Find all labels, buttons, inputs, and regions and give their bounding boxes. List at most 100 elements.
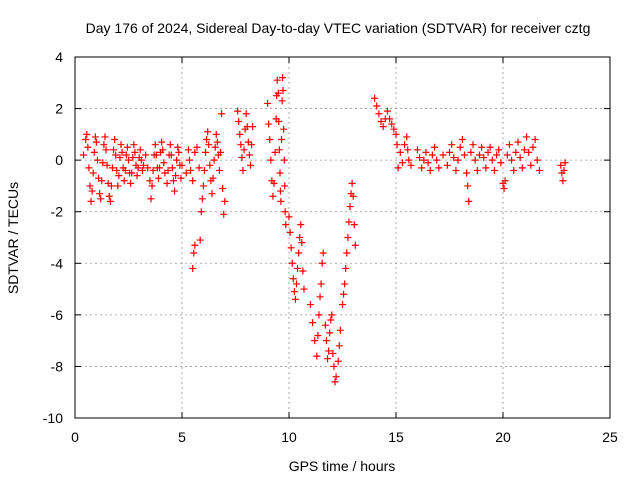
data-point [274,89,282,97]
data-point [96,190,104,198]
data-point [136,146,144,154]
data-point [317,280,325,288]
data-point [115,172,123,180]
data-point [396,148,404,156]
data-point [335,342,343,350]
data-point [280,125,288,133]
data-point [463,169,471,177]
data-point [163,179,171,187]
data-point [220,210,228,218]
data-point [282,221,290,229]
data-point [339,301,346,309]
data-point [413,146,421,154]
data-point [559,177,567,185]
data-point [460,151,468,159]
data-point [190,249,198,257]
data-point [495,146,503,154]
data-point [182,169,190,177]
data-point [171,187,179,195]
data-point [211,143,219,151]
data-point [204,128,212,136]
data-point [264,99,272,107]
data-point [505,141,513,149]
x-tick-label: 25 [602,429,618,445]
data-point [114,182,122,190]
data-point [319,249,327,257]
data-point [315,311,323,319]
data-point [523,133,531,141]
data-point [287,244,295,252]
data-point [92,138,100,146]
data-point [475,151,483,159]
data-point [525,148,533,156]
data-point [108,164,116,172]
data-point [203,136,211,144]
data-point [273,76,281,84]
data-point [341,280,349,288]
data-point [271,148,279,156]
data-point [125,156,132,164]
data-point [469,141,477,149]
data-point [433,156,441,164]
data-point [392,130,400,138]
data-point [174,143,182,151]
data-point [130,141,138,149]
data-point [275,146,283,154]
data-point [464,182,472,190]
data-point [458,136,466,144]
data-point [107,182,115,190]
data-point [189,264,197,272]
data-point [116,154,124,162]
data-point [199,182,207,190]
data-point [560,166,568,174]
data-point [197,208,205,216]
data-point [237,141,245,149]
data-point [452,166,460,174]
data-point [149,166,157,174]
data-point [328,311,336,319]
data-point [279,87,287,95]
data-point [326,329,334,337]
data-point [91,133,99,141]
data-point [418,164,426,172]
data-point [93,156,101,164]
chart-title: Day 176 of 2024, Sidereal Day-to-day VTE… [86,20,591,36]
data-point [152,151,160,159]
data-point [122,151,130,159]
data-point [448,141,456,149]
data-point [144,164,152,172]
data-point [500,185,508,193]
data-point [297,221,305,229]
data-point [280,156,288,164]
data-point [377,117,385,125]
data-point [329,350,337,358]
x-tick-label: 15 [388,429,404,445]
data-point [390,125,398,133]
data-point [235,117,243,125]
data-point [321,321,329,329]
data-point [529,143,537,151]
data-point [456,143,464,151]
data-point [206,161,214,169]
data-point [465,197,473,205]
data-point [121,166,129,174]
data-point [177,174,185,182]
data-point [497,159,505,167]
data-point [403,133,411,141]
data-point [443,161,451,169]
data-point [285,213,293,221]
data-point [327,316,335,324]
data-point [348,179,356,187]
data-point [340,290,348,298]
data-point [393,141,401,149]
data-point [309,319,317,327]
y-tick-label: 4 [55,49,63,65]
data-point [167,151,175,159]
data-point [234,107,242,115]
data-point [276,169,284,177]
data-point [213,138,221,146]
data-point [535,166,543,174]
data-point [336,326,344,334]
grid-lines [75,57,610,418]
data-point [85,164,93,172]
